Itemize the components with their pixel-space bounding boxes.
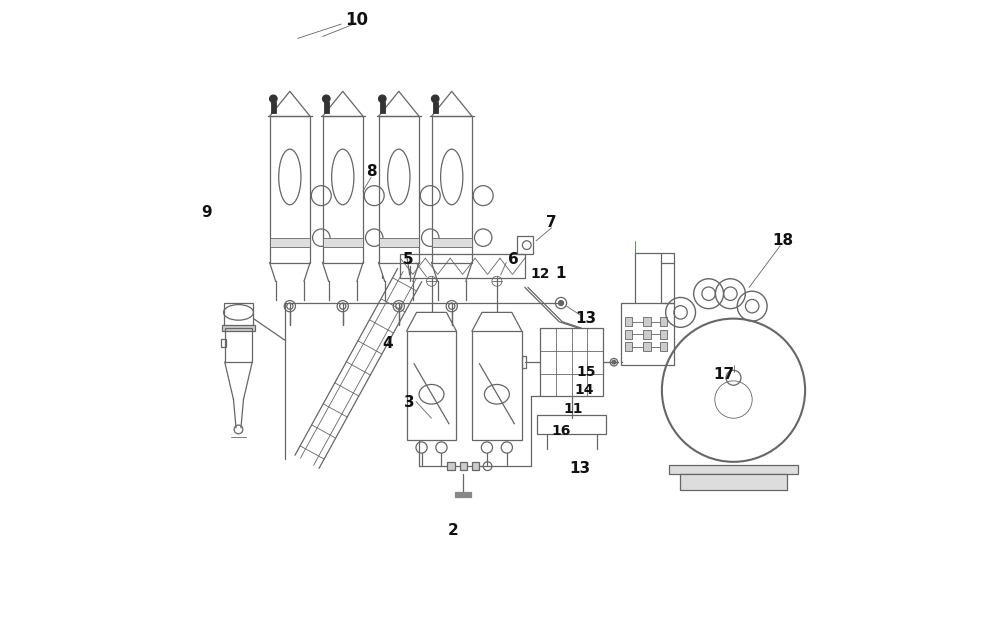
Bar: [222, 325, 255, 331]
Circle shape: [612, 360, 616, 364]
Circle shape: [270, 95, 277, 103]
Text: 1: 1: [556, 266, 566, 281]
Bar: [643, 342, 651, 351]
Bar: [472, 463, 479, 470]
Bar: [537, 415, 606, 433]
Text: 16: 16: [551, 423, 571, 438]
Bar: [660, 317, 667, 326]
Circle shape: [559, 300, 564, 305]
Bar: [379, 238, 419, 247]
Circle shape: [323, 95, 330, 103]
Bar: [433, 102, 438, 113]
Bar: [522, 356, 526, 369]
Text: 5: 5: [403, 252, 414, 267]
Bar: [400, 254, 525, 278]
Bar: [680, 475, 787, 490]
Text: 15: 15: [576, 365, 596, 379]
Bar: [380, 102, 385, 113]
Text: 3: 3: [404, 395, 414, 410]
Text: 8: 8: [366, 164, 376, 179]
Text: 12: 12: [530, 267, 550, 281]
Text: 13: 13: [575, 311, 596, 326]
Bar: [460, 463, 467, 470]
Bar: [447, 463, 455, 470]
Bar: [271, 102, 276, 113]
Bar: [221, 339, 226, 346]
Bar: [669, 465, 798, 475]
Text: 14: 14: [575, 383, 594, 398]
Bar: [407, 331, 456, 440]
Text: 9: 9: [201, 205, 211, 220]
Bar: [270, 116, 310, 262]
Text: 11: 11: [564, 402, 583, 416]
Text: 6: 6: [508, 252, 519, 267]
Bar: [621, 303, 674, 365]
Bar: [432, 238, 472, 247]
Bar: [660, 342, 667, 351]
Text: 4: 4: [383, 336, 393, 351]
Bar: [625, 342, 632, 351]
Circle shape: [432, 95, 439, 103]
Bar: [625, 317, 632, 326]
Bar: [379, 116, 419, 262]
Text: 17: 17: [714, 367, 735, 382]
Bar: [224, 303, 253, 328]
Text: 7: 7: [546, 215, 557, 230]
Text: 2: 2: [448, 523, 459, 538]
Bar: [643, 317, 651, 326]
Bar: [625, 330, 632, 339]
Bar: [225, 328, 252, 362]
Bar: [323, 116, 363, 262]
Circle shape: [379, 95, 386, 103]
Bar: [323, 238, 363, 247]
Bar: [324, 102, 329, 113]
Bar: [270, 238, 310, 247]
Text: 10: 10: [345, 11, 368, 29]
Bar: [432, 116, 472, 262]
Bar: [660, 330, 667, 339]
Bar: [517, 236, 533, 254]
Text: 18: 18: [773, 233, 794, 248]
Text: 13: 13: [569, 461, 590, 476]
Bar: [472, 331, 522, 440]
Bar: [540, 328, 603, 396]
Bar: [643, 330, 651, 339]
Bar: [455, 492, 471, 497]
